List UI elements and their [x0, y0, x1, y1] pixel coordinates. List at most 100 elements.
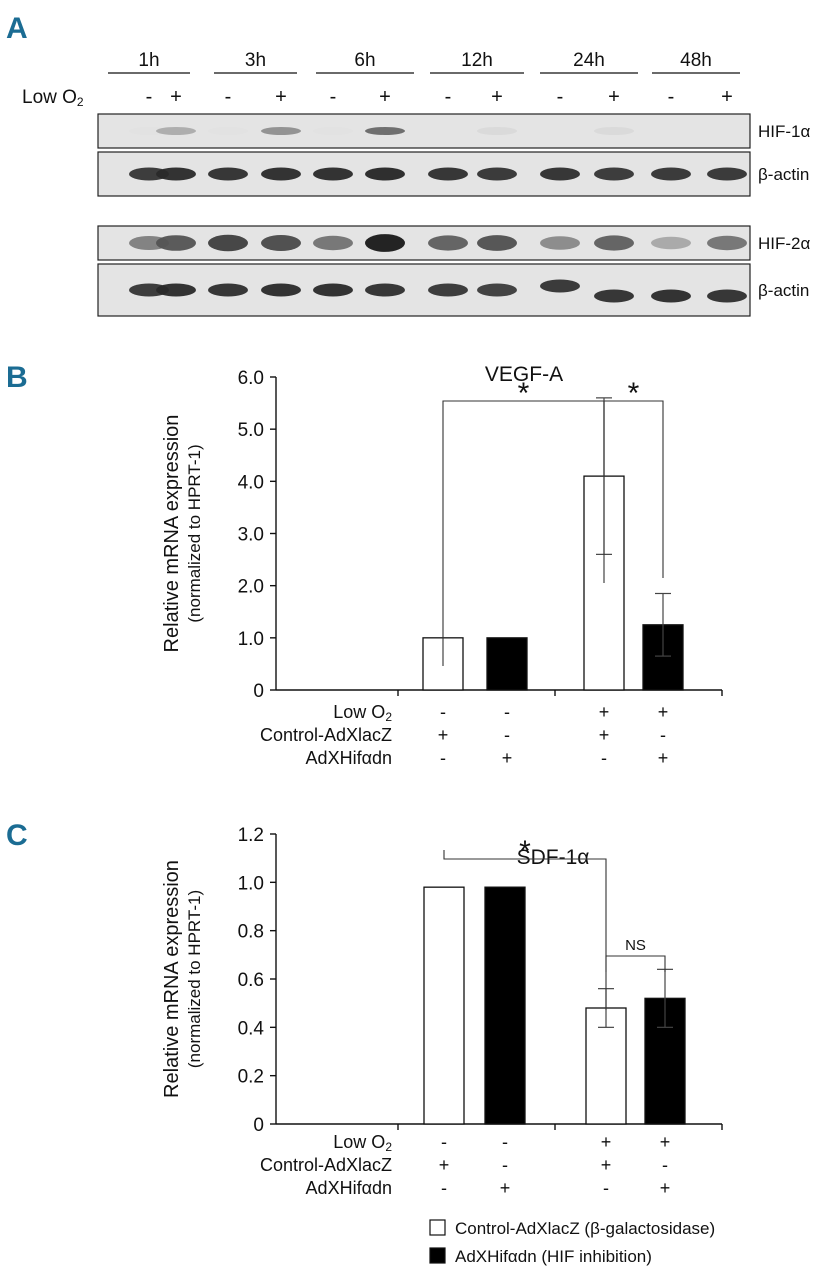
y-tick-label: 3.0: [238, 525, 264, 546]
y-tick-label: 6.0: [238, 368, 264, 389]
condition-sign: +: [660, 1132, 671, 1152]
blot-strip: [97, 113, 751, 149]
condition-sign: -: [441, 1132, 447, 1152]
blot-background: [97, 263, 751, 317]
lane-sign: -: [146, 86, 153, 108]
blot-band: [365, 234, 405, 252]
blot-band: [477, 127, 517, 135]
lane-sign: +: [275, 86, 287, 108]
blot-band: [208, 127, 248, 135]
condition-sign: +: [599, 725, 610, 745]
lane-sign: -: [445, 86, 452, 108]
condition-sign: -: [440, 702, 446, 722]
legend-label-hif: AdXHifαdn (HIF inhibition): [455, 1247, 652, 1266]
blot-band: [156, 235, 196, 251]
blot-band: [313, 283, 353, 297]
blot-band: [261, 167, 301, 181]
blot-background: [97, 225, 751, 261]
blot-band: [594, 167, 634, 181]
condition-sign: +: [438, 725, 449, 745]
y-tick-label: 0.8: [238, 922, 264, 943]
condition-sign: +: [500, 1178, 511, 1198]
condition-sign: -: [662, 1155, 668, 1175]
condition-sign: +: [658, 702, 669, 722]
blot-label: β-actin: [758, 281, 809, 300]
y-axis-sublabel: (normalized to HPRT-1): [185, 890, 204, 1068]
significance-bracket: [442, 400, 605, 666]
blot-band: [477, 283, 517, 297]
condition-row-label: Control-AdXlacZ: [260, 1155, 392, 1175]
blot-strip: [97, 263, 751, 317]
y-tick-label: 0.4: [238, 1018, 265, 1039]
legend-label-control: Control-AdXlacZ (β-galactosidase): [455, 1219, 715, 1238]
blot-band: [261, 235, 301, 251]
legend: Control-AdXlacZ (β-galactosidase) AdXHif…: [429, 1219, 715, 1266]
condition-sign: -: [440, 748, 446, 768]
blot-band: [540, 236, 580, 250]
blot-band: [428, 235, 468, 251]
timepoint-label: 1h: [138, 50, 159, 71]
blot-strip: [97, 225, 751, 261]
y-axis-label: Relative mRNA expression: [161, 415, 183, 653]
significance-label: *: [628, 377, 640, 410]
panel-letter-c: C: [6, 819, 28, 852]
condition-sign: -: [603, 1178, 609, 1198]
bar: [484, 886, 526, 1125]
blot-band: [208, 234, 248, 252]
blot-band: [707, 289, 747, 303]
legend-swatch-control: [429, 1219, 446, 1236]
y-axis-sublabel: (normalized to HPRT-1): [185, 444, 204, 622]
timepoint-label: 48h: [680, 50, 712, 71]
significance-label: *: [519, 835, 531, 868]
condition-sign: +: [502, 748, 513, 768]
legend-swatch-hif: [429, 1247, 446, 1264]
timepoint-label: 6h: [354, 50, 375, 71]
blot-background: [97, 151, 751, 197]
lane-sign: +: [721, 86, 733, 108]
lane-sign: -: [557, 86, 564, 108]
panel-letter-a: A: [6, 12, 28, 45]
blot-band: [208, 283, 248, 297]
blot-band: [365, 167, 405, 181]
condition-row-label: AdXHifαdn: [306, 1178, 392, 1198]
blot-band: [156, 127, 196, 135]
condition-sign: +: [658, 748, 669, 768]
condition-row-label: Low O2: [333, 702, 392, 724]
blot-band: [540, 279, 580, 293]
blot-band: [594, 289, 634, 303]
y-tick-label: 0: [253, 1115, 264, 1136]
lane-sign: -: [330, 86, 337, 108]
y-tick-label: 1.0: [238, 873, 264, 894]
blot-label: HIF-1α: [758, 122, 811, 141]
y-tick-label: 5.0: [238, 420, 264, 441]
condition-row-label: Low O2: [333, 1132, 392, 1154]
blot-band: [477, 167, 517, 181]
condition-sign: +: [601, 1155, 612, 1175]
lane-sign: +: [491, 86, 503, 108]
sdf-1a-chart: SDF-1α Relative mRNA expression (normalize…: [161, 825, 723, 1198]
blot-band: [707, 167, 747, 181]
significance-bracket: [603, 400, 664, 578]
blot-band: [651, 167, 691, 181]
timepoint-label: 12h: [461, 50, 493, 71]
blot-band: [156, 167, 196, 181]
significance-label: NS: [625, 937, 646, 954]
panel-letter-b: B: [6, 361, 28, 394]
condition-sign: +: [601, 1132, 612, 1152]
low-o2-label: Low O2: [22, 87, 84, 109]
condition-row-label: Control-AdXlacZ: [260, 725, 392, 745]
blot-band: [313, 127, 353, 135]
blot-band: [477, 235, 517, 251]
condition-sign: -: [504, 702, 510, 722]
blot-band: [261, 127, 301, 135]
y-tick-label: 4.0: [238, 472, 264, 493]
blot-band: [651, 289, 691, 303]
timepoint-label: 24h: [573, 50, 605, 71]
blot-band: [313, 167, 353, 181]
blot-band: [208, 167, 248, 181]
blot-band: [428, 283, 468, 297]
blot-background: [97, 113, 751, 149]
bar: [486, 637, 528, 691]
